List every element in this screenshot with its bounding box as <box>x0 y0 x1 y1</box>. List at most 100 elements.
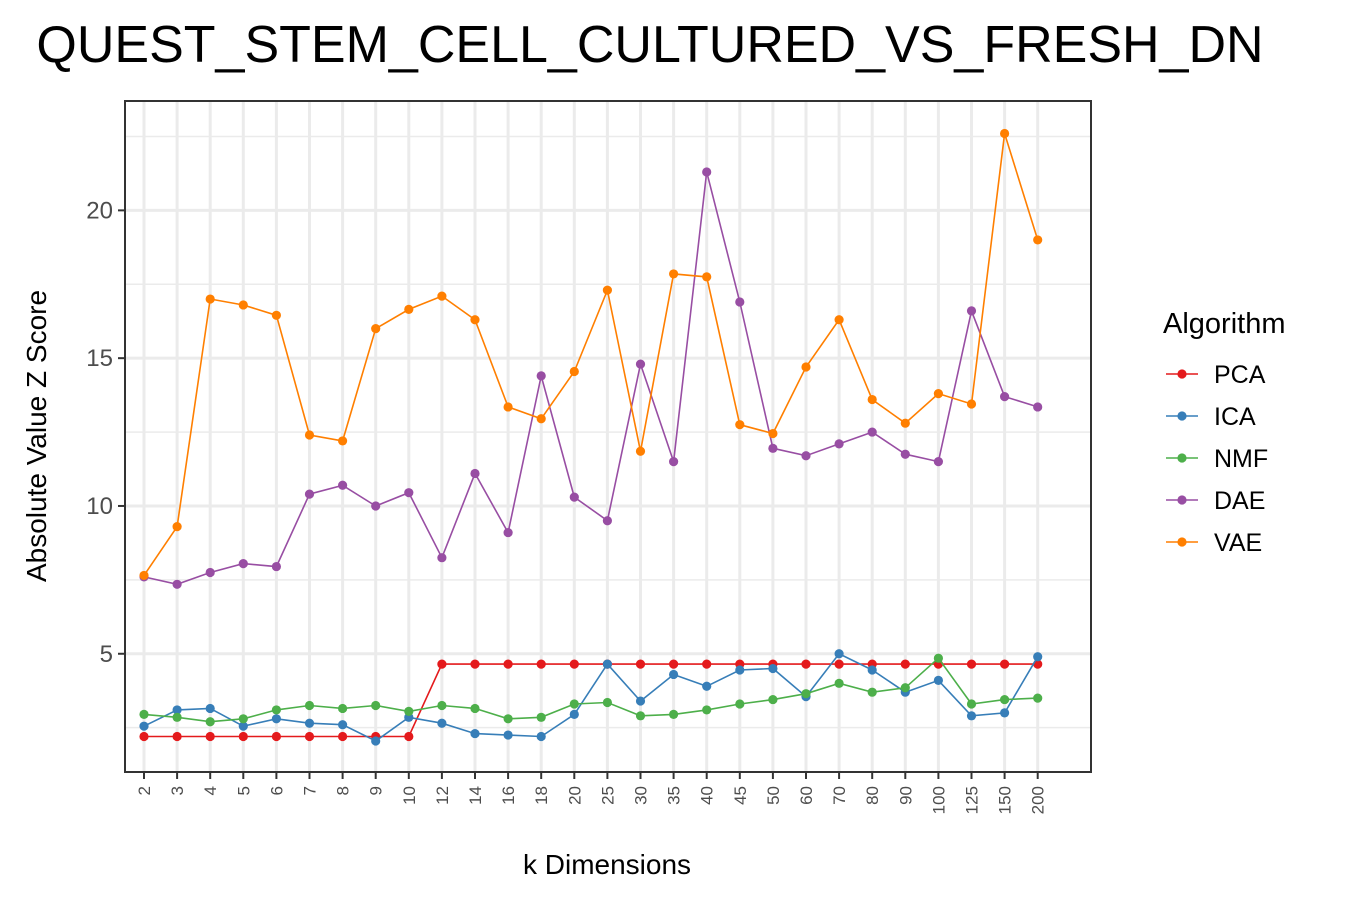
data-point-pca <box>900 659 910 669</box>
data-point-pca <box>139 731 149 742</box>
data-point-vae <box>338 436 348 446</box>
data-point-vae <box>966 399 977 409</box>
data-point-vae <box>139 570 149 581</box>
data-point-dae <box>569 492 579 502</box>
data-point-pca <box>271 731 281 742</box>
x-tick-label: 18 <box>532 786 551 805</box>
data-point-nmf <box>371 700 381 711</box>
data-point-pca <box>503 659 513 669</box>
data-point-nmf <box>1000 694 1010 705</box>
data-point-vae <box>371 324 381 334</box>
x-tick-label: 80 <box>863 786 882 805</box>
x-tick-label: 2 <box>135 786 154 795</box>
y-axis: 5 10 15 20 <box>86 197 125 668</box>
legend-key-ica <box>1177 411 1187 421</box>
data-point-ica <box>1033 652 1043 662</box>
data-point-pca <box>1000 659 1010 669</box>
x-tick-label: 12 <box>433 786 452 805</box>
x-tick-label: 50 <box>764 786 783 805</box>
data-point-nmf <box>536 712 546 722</box>
x-tick-label: 125 <box>963 786 982 814</box>
data-point-ica <box>536 731 546 742</box>
data-point-dae <box>834 439 844 449</box>
data-point-dae <box>669 457 679 467</box>
data-point-nmf <box>205 717 215 727</box>
data-point-ica <box>371 736 381 746</box>
data-point-ica <box>238 721 248 731</box>
x-tick-label: 5 <box>234 786 253 795</box>
y-tick-label: 20 <box>86 197 113 224</box>
data-point-vae <box>669 269 679 279</box>
data-point-nmf <box>470 703 480 714</box>
legend-key-pca <box>1177 369 1187 379</box>
data-point-pca <box>669 659 679 669</box>
data-point-pca <box>205 731 215 742</box>
data-point-nmf <box>900 683 910 693</box>
data-point-nmf <box>404 706 414 717</box>
data-point-nmf <box>602 697 613 708</box>
data-point-ica <box>635 696 646 706</box>
x-tick-label: 45 <box>731 786 750 805</box>
data-point-pca <box>801 659 811 669</box>
data-point-nmf <box>635 711 646 721</box>
x-tick-label: 200 <box>1029 786 1048 814</box>
data-point-nmf <box>966 699 977 709</box>
legend-label-pca: PCA <box>1214 361 1266 389</box>
data-point-pca <box>238 731 248 742</box>
data-point-ica <box>768 663 778 674</box>
data-point-pca <box>172 731 182 742</box>
data-point-ica <box>271 714 281 724</box>
legend-label-vae: VAE <box>1214 529 1262 557</box>
data-point-vae <box>404 304 414 314</box>
data-point-ica <box>205 703 215 714</box>
series-line-vae <box>143 133 1039 576</box>
legend-key-dae <box>1177 495 1187 505</box>
y-axis-title: Absolute Value Z Score <box>21 290 52 582</box>
data-point-nmf <box>503 714 513 724</box>
data-point-vae <box>304 430 315 440</box>
data-point-nmf <box>271 705 281 715</box>
x-tick-label: 70 <box>830 786 849 805</box>
data-point-dae <box>338 480 348 490</box>
data-point-ica <box>139 721 149 731</box>
data-point-dae <box>635 359 646 369</box>
data-point-dae <box>304 489 315 499</box>
data-point-vae <box>900 418 910 428</box>
data-point-dae <box>172 579 182 589</box>
data-point-pca <box>966 659 977 669</box>
data-point-ica <box>338 720 348 730</box>
data-point-vae <box>602 285 613 295</box>
legend-label-dae: DAE <box>1214 487 1265 515</box>
data-point-nmf <box>437 700 447 711</box>
data-point-vae <box>172 522 182 532</box>
data-point-vae <box>735 420 745 430</box>
data-point-dae <box>768 443 778 453</box>
data-point-dae <box>404 488 414 498</box>
data-point-ica <box>669 669 679 680</box>
data-point-dae <box>735 297 745 307</box>
data-point-dae <box>867 427 877 437</box>
x-tick-label: 60 <box>797 786 816 805</box>
data-point-ica <box>702 681 712 691</box>
legend-key-vae <box>1177 537 1187 547</box>
data-point-vae <box>238 300 248 310</box>
data-point-dae <box>205 567 215 578</box>
data-point-nmf <box>735 699 745 709</box>
data-point-dae <box>271 561 281 572</box>
data-point-vae <box>536 414 546 424</box>
series-line-nmf <box>143 657 1038 723</box>
series-line-ica <box>143 652 1039 742</box>
data-point-pca <box>338 731 348 742</box>
legend-label-nmf: NMF <box>1214 445 1268 473</box>
data-point-vae <box>635 446 646 456</box>
data-point-dae <box>470 468 480 479</box>
data-point-nmf <box>139 709 149 719</box>
plot-series <box>139 128 1043 746</box>
x-tick-label: 90 <box>896 786 915 805</box>
plot-grid <box>125 101 1091 772</box>
data-point-nmf <box>702 705 712 715</box>
data-point-dae <box>900 449 910 459</box>
data-point-ica <box>172 705 182 715</box>
data-point-nmf <box>768 694 778 705</box>
